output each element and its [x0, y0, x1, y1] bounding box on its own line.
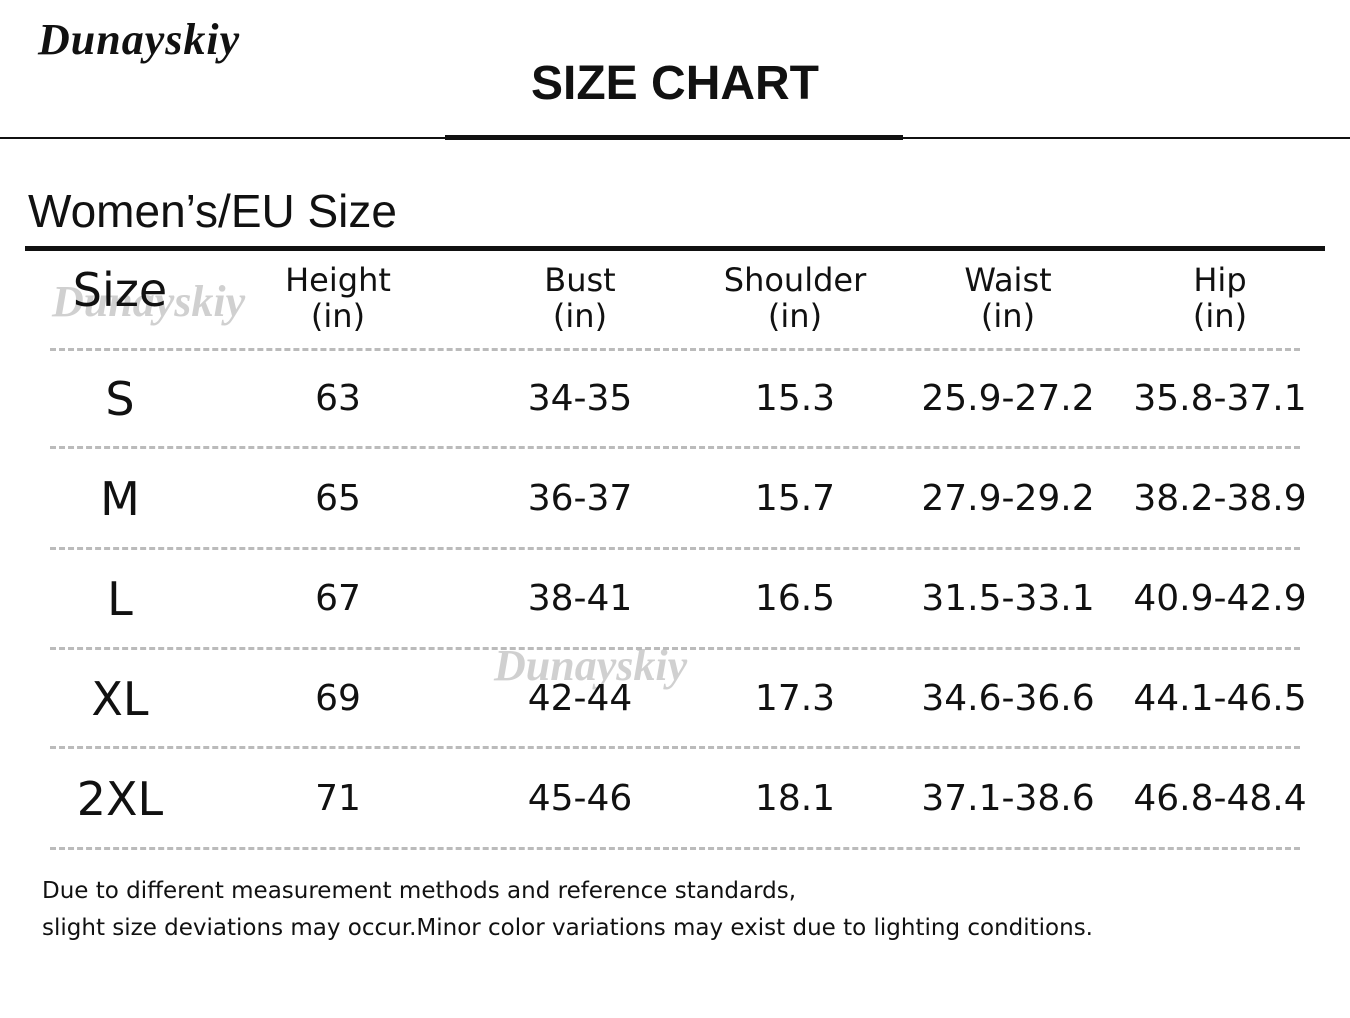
- cell: 16.5: [754, 578, 836, 619]
- cell: 67: [315, 578, 361, 619]
- column-header: Bust: [544, 261, 616, 299]
- row-divider: [50, 446, 1300, 449]
- watermark: Dunayskiy: [52, 277, 246, 326]
- cell: 71: [315, 778, 361, 819]
- size-label: S: [105, 372, 135, 426]
- note: slight size deviations may occur.Minor c…: [42, 915, 1093, 941]
- cell: 37.1-38.6: [921, 778, 1095, 819]
- cell: 65: [315, 478, 361, 519]
- cell: 38.2-38.9: [1133, 478, 1307, 519]
- cell: 34-35: [527, 378, 633, 419]
- cell: 63: [315, 378, 361, 419]
- row-divider: [50, 547, 1300, 550]
- cell: 15.3: [754, 378, 836, 419]
- column-unit: (in): [310, 297, 366, 335]
- column-header: Waist: [964, 261, 1052, 299]
- cell: 15.7: [754, 478, 836, 519]
- column-header: Height: [285, 261, 391, 299]
- cell: 34.6-36.6: [921, 678, 1095, 719]
- column-unit: (in): [1192, 297, 1248, 335]
- cell: 42-44: [527, 678, 633, 719]
- cell: 27.9-29.2: [921, 478, 1095, 519]
- cell: 69: [315, 678, 361, 719]
- column-header: Hip: [1193, 261, 1247, 299]
- row-divider: [50, 746, 1300, 749]
- size-label: M: [100, 472, 140, 526]
- size-label: XL: [91, 672, 149, 726]
- column-unit: (in): [552, 297, 608, 335]
- cell: 31.5-33.1: [921, 578, 1095, 619]
- size-label: 2XL: [76, 772, 164, 826]
- cell: 46.8-48.4: [1133, 778, 1307, 819]
- column-header: Size: [72, 263, 168, 317]
- cell: 25.9-27.2: [921, 378, 1095, 419]
- cell: 17.3: [754, 678, 836, 719]
- note: Due to different measurement methods and…: [42, 878, 797, 904]
- brand-logo: Dunayskiy: [38, 15, 241, 64]
- row-divider: [50, 647, 1300, 650]
- row-divider: [50, 847, 1300, 850]
- header-rule: [25, 246, 1325, 251]
- column-header: Shoulder: [723, 261, 867, 299]
- cell: 18.1: [754, 778, 836, 819]
- row-divider: [50, 348, 1300, 351]
- cell: 36-37: [527, 478, 633, 519]
- section-title: Women’s/EU Size: [28, 185, 397, 237]
- column-unit: (in): [767, 297, 823, 335]
- size-label: L: [107, 572, 133, 626]
- cell: 45-46: [527, 778, 633, 819]
- cell: 38-41: [527, 578, 633, 619]
- page-title: SIZE CHART: [531, 57, 819, 110]
- column-unit: (in): [980, 297, 1036, 335]
- cell: 44.1-46.5: [1133, 678, 1307, 719]
- cell: 35.8-37.1: [1133, 378, 1307, 419]
- cell: 40.9-42.9: [1133, 578, 1307, 619]
- title-underline: [445, 135, 903, 140]
